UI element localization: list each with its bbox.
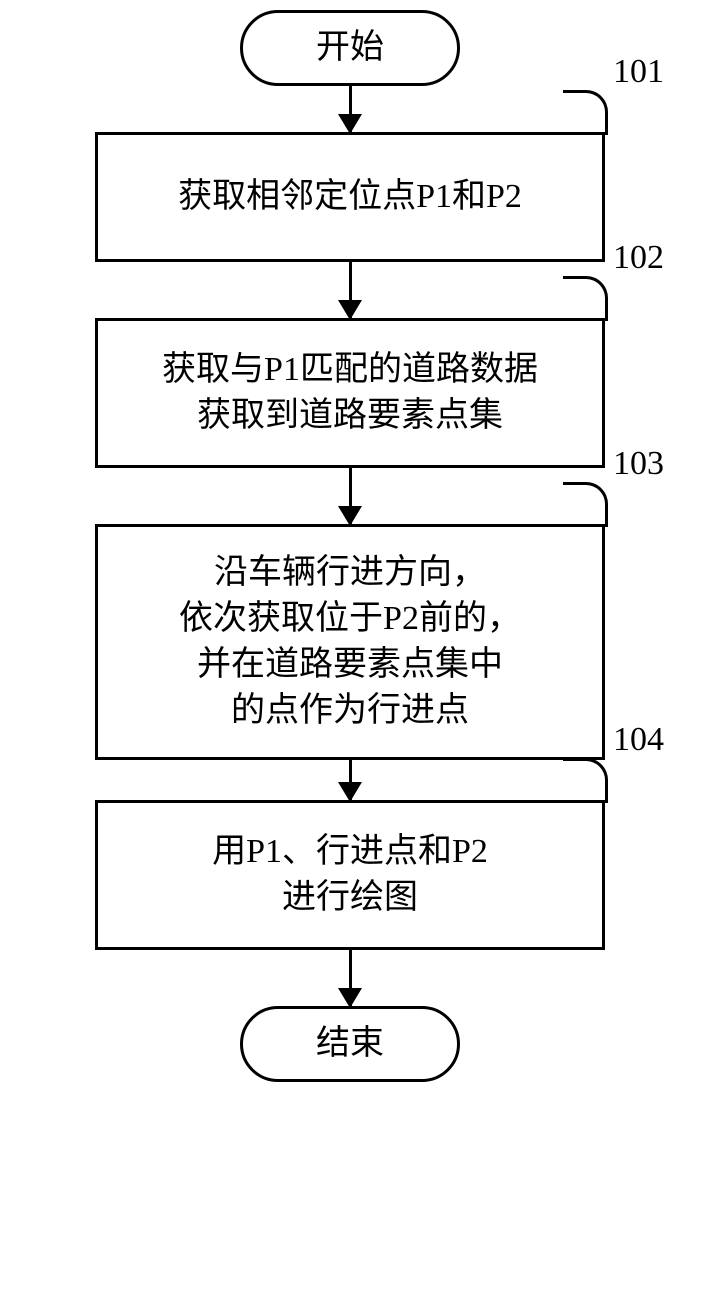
process-102-text: 获取与P1匹配的道路数据 获取到道路要素点集: [162, 347, 538, 439]
process-103-text: 沿车辆行进方向， 依次获取位于P2前的， 并在道路要素点集中 的点作为行进点: [179, 550, 521, 734]
label-connector-103: [563, 482, 608, 527]
end-text: 结束: [316, 1021, 384, 1067]
process-102: 获取与P1匹配的道路数据 获取到道路要素点集 102: [95, 318, 605, 468]
arrow-103-to-104: [349, 760, 352, 800]
label-connector-104: [563, 758, 608, 803]
step-label-104: 104: [613, 721, 664, 759]
step-label-102: 102: [613, 239, 664, 277]
start-text: 开始: [316, 25, 384, 71]
process-104: 用P1、行进点和P2 进行绘图 104: [95, 800, 605, 950]
arrow-104-to-end: [349, 950, 352, 1006]
arrow-102-to-103: [349, 468, 352, 524]
process-101: 获取相邻定位点P1和P2 101: [95, 132, 605, 262]
end-terminal: 结束: [240, 1006, 460, 1082]
process-101-text: 获取相邻定位点P1和P2: [178, 174, 522, 220]
start-terminal: 开始: [240, 10, 460, 86]
arrow-101-to-102: [349, 262, 352, 318]
label-connector-102: [563, 276, 608, 321]
process-104-text: 用P1、行进点和P2 进行绘图: [212, 829, 488, 921]
label-connector-101: [563, 90, 608, 135]
step-label-101: 101: [613, 53, 664, 91]
flowchart-container: 开始 获取相邻定位点P1和P2 101 获取与P1匹配的道路数据 获取到道路要素…: [50, 10, 650, 1082]
process-103: 沿车辆行进方向， 依次获取位于P2前的， 并在道路要素点集中 的点作为行进点 1…: [95, 524, 605, 760]
arrow-start-to-101: [349, 86, 352, 132]
step-label-103: 103: [613, 445, 664, 483]
